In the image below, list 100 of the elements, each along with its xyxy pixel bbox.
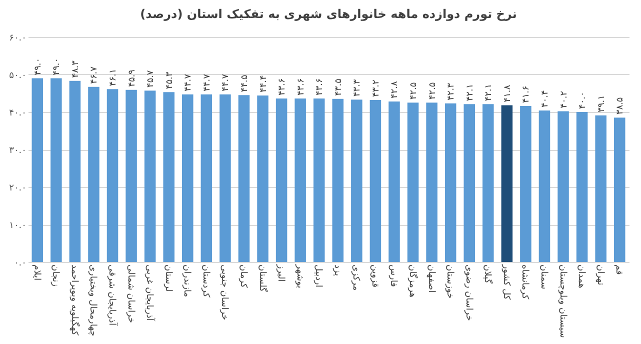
x-tick-label: خوزستان: [444, 264, 455, 299]
data-label: ۴۲.۳: [446, 82, 457, 100]
bar: [426, 102, 438, 262]
bar: [126, 90, 137, 262]
data-label: ۴۰.۴: [540, 90, 550, 108]
data-label: ۴۹.۰: [52, 58, 62, 76]
data-label: ۴۴.۷: [184, 74, 194, 92]
bar: [538, 110, 550, 262]
bar: [595, 115, 606, 262]
bar: [576, 112, 588, 262]
data-label: ۴۵.۳: [164, 72, 175, 90]
data-label: ۴۶.۷: [90, 66, 100, 84]
bar: [69, 80, 81, 262]
x-tick-label: سمنان: [538, 264, 548, 290]
bar: [294, 98, 306, 262]
data-label: ۴۳.۶: [296, 78, 306, 96]
y-tick-label: ۱۰.۰: [9, 221, 26, 231]
bar: [220, 94, 231, 262]
data-label: ۴۳.۲: [371, 79, 382, 97]
bar: [464, 104, 475, 262]
data-label: ۴۲.۱: [465, 84, 476, 102]
x-tick-label: همدان: [576, 264, 586, 289]
x-tick-label: گیلان: [482, 264, 494, 284]
data-label: ۴۲.۵: [428, 82, 438, 100]
bar: [558, 111, 569, 262]
x-tick-label: آذربایجان شرقی: [106, 264, 119, 326]
x-tick-label: اردبیل: [313, 264, 324, 288]
y-tick-label: ۴۰.۰: [9, 108, 26, 118]
bar: [163, 92, 174, 262]
x-tick-label: مازندران: [182, 264, 192, 298]
bar: [182, 94, 194, 262]
x-tick-label: خراسان شمالی: [125, 264, 136, 324]
y-tick-label: ۳۰.۰: [9, 146, 26, 156]
x-tick-label: کل کشور: [500, 264, 511, 300]
x-tick-label: کرمانشاه: [520, 264, 530, 300]
data-label: ۴۲.۸: [390, 80, 400, 98]
data-label: ۴۴.۷: [202, 74, 212, 92]
bar: [238, 95, 250, 262]
x-tick-label: کرمان: [238, 264, 248, 289]
bar: [332, 98, 344, 262]
bar: [370, 100, 382, 262]
x-tick-label: بوشهر: [294, 264, 304, 288]
x-tick-label: زنجان: [50, 264, 60, 287]
data-label: ۳۹.۱: [596, 95, 607, 112]
x-tick-label: قزوین: [369, 264, 380, 288]
x-tick-label: کهگیلویه وبویراحمد: [68, 264, 81, 336]
bar: [88, 86, 100, 262]
x-tick-label: ایلام: [31, 264, 42, 280]
bar: [276, 98, 288, 262]
bar: [200, 94, 212, 262]
x-tick-label: کردستان: [200, 264, 210, 298]
x-tick-label: تهران: [594, 264, 605, 286]
x-tick-label: لرستان: [162, 264, 173, 292]
x-tick-label: فارس: [388, 264, 398, 287]
x-tick-label: قم: [614, 264, 624, 275]
data-label: ۴۲.۱: [484, 84, 494, 102]
bar: [501, 105, 513, 262]
data-label: ۴۵.۷: [146, 70, 156, 88]
data-label: ۴۸.۳: [70, 60, 81, 78]
x-tick-label: هرمزگان: [407, 264, 420, 298]
x-tick-label: خراسان رضوی: [463, 264, 474, 321]
bar: [407, 102, 419, 262]
data-label: ۴۱.۸: [502, 84, 513, 102]
bar: [50, 78, 62, 262]
data-label: ۴۶.۱: [108, 68, 119, 86]
bar: [32, 78, 44, 262]
bar: [351, 100, 362, 262]
x-tick-label: گلستان: [256, 264, 269, 293]
bar: [614, 118, 626, 262]
bar: [257, 96, 268, 262]
x-tick-label: البرز: [276, 264, 286, 282]
y-tick-label: ۰.۰: [14, 258, 26, 268]
x-tick-label: یزد: [332, 264, 342, 276]
bar: [313, 98, 325, 262]
data-label: ۴۱.۶: [522, 85, 532, 103]
data-label: ۴۴.۴: [258, 74, 269, 92]
y-tick-label: ۶۰.۰: [9, 34, 26, 44]
x-tick-label: اصفهان: [426, 264, 436, 293]
bar: [388, 102, 400, 262]
bar: [106, 89, 118, 262]
data-label: ۴۲.۵: [409, 82, 420, 100]
data-label: ۴۴.۷: [221, 74, 232, 92]
data-label: ۴۴.۵: [240, 74, 250, 92]
bar: [444, 103, 456, 262]
data-label: ۴۳.۶: [278, 78, 288, 96]
y-tick-label: ۲۰.۰: [9, 184, 26, 194]
data-label: ۴۳.۳: [352, 79, 363, 97]
x-tick-label: چهارمحال وبختیاری: [88, 264, 98, 336]
bar: [144, 90, 156, 262]
bar: [482, 104, 494, 262]
y-tick-label: ۵۰.۰: [9, 71, 26, 81]
x-tick-label: آذربایجان غربی: [144, 264, 156, 322]
data-label: ۴۳.۵: [334, 78, 344, 96]
x-tick-label: خراسان جنوبی: [219, 264, 230, 320]
data-label: ۴۰.۰: [578, 92, 588, 109]
data-label: ۴۰.۲: [559, 90, 570, 108]
data-label: ۴۹.۰: [33, 58, 44, 76]
bar: [520, 106, 532, 262]
data-label: ۴۵.۹: [127, 69, 138, 87]
data-label: ۴۳.۶: [315, 78, 326, 96]
